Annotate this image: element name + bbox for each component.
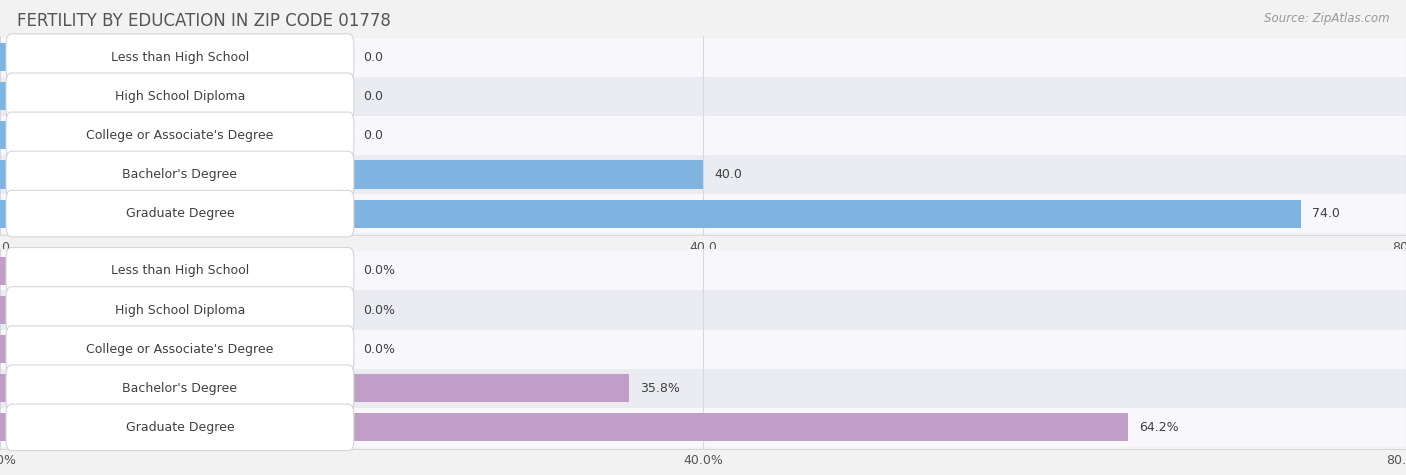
Bar: [0, 369, 1406, 408]
Bar: [0, 76, 1406, 116]
FancyBboxPatch shape: [6, 365, 354, 411]
Text: Less than High School: Less than High School: [111, 51, 249, 64]
Text: Bachelor's Degree: Bachelor's Degree: [122, 382, 238, 395]
Bar: [0, 330, 1406, 369]
Text: 0.0: 0.0: [363, 129, 382, 142]
FancyBboxPatch shape: [6, 326, 354, 372]
Bar: [0, 43, 352, 71]
Text: 35.8%: 35.8%: [640, 382, 681, 395]
FancyBboxPatch shape: [6, 112, 354, 159]
Text: Graduate Degree: Graduate Degree: [125, 207, 235, 220]
Bar: [0, 121, 352, 150]
Bar: [0, 200, 1301, 228]
Bar: [0, 335, 352, 363]
Text: College or Associate's Degree: College or Associate's Degree: [86, 129, 274, 142]
FancyBboxPatch shape: [6, 247, 354, 294]
Text: Graduate Degree: Graduate Degree: [125, 421, 235, 434]
Bar: [0, 194, 1406, 233]
Text: High School Diploma: High School Diploma: [115, 90, 245, 103]
Bar: [0, 251, 1406, 290]
Bar: [0, 116, 1406, 155]
Bar: [0, 161, 703, 189]
Text: 0.0%: 0.0%: [363, 265, 395, 277]
Text: 40.0: 40.0: [714, 168, 742, 181]
Text: 0.0: 0.0: [363, 51, 382, 64]
Text: Less than High School: Less than High School: [111, 265, 249, 277]
Bar: [0, 408, 1406, 447]
Text: FERTILITY BY EDUCATION IN ZIP CODE 01778: FERTILITY BY EDUCATION IN ZIP CODE 01778: [17, 12, 391, 30]
Bar: [0, 296, 352, 324]
Text: High School Diploma: High School Diploma: [115, 304, 245, 316]
Bar: [0, 290, 1406, 330]
Bar: [0, 257, 352, 285]
Text: Source: ZipAtlas.com: Source: ZipAtlas.com: [1264, 12, 1389, 25]
Bar: [0, 38, 1406, 76]
Bar: [0, 374, 630, 402]
Text: 0.0%: 0.0%: [363, 342, 395, 356]
Text: 64.2%: 64.2%: [1140, 421, 1180, 434]
Bar: [0, 82, 352, 110]
Text: 0.0: 0.0: [363, 90, 382, 103]
Text: 74.0: 74.0: [1312, 207, 1340, 220]
FancyBboxPatch shape: [6, 404, 354, 451]
Bar: [0, 413, 1129, 441]
Bar: [0, 155, 1406, 194]
FancyBboxPatch shape: [6, 73, 354, 120]
Text: College or Associate's Degree: College or Associate's Degree: [86, 342, 274, 356]
FancyBboxPatch shape: [6, 287, 354, 333]
Text: 0.0%: 0.0%: [363, 304, 395, 316]
FancyBboxPatch shape: [6, 190, 354, 237]
Text: Bachelor's Degree: Bachelor's Degree: [122, 168, 238, 181]
FancyBboxPatch shape: [6, 151, 354, 198]
FancyBboxPatch shape: [6, 34, 354, 80]
